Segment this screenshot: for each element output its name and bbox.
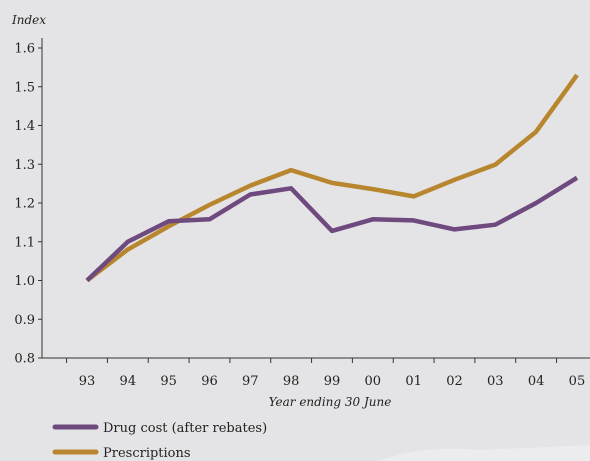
series-line-prescriptions [85, 73, 579, 283]
y-tick-label: 1.6 [14, 42, 35, 57]
y-tick-label: 1.2 [14, 197, 35, 212]
x-tick-label: 02 [446, 374, 463, 389]
x-tick-label: 94 [120, 374, 137, 389]
x-tick-label: 97 [242, 374, 259, 389]
x-tick-label: 99 [324, 374, 341, 389]
y-tick-label: 1.4 [14, 119, 35, 134]
x-tick-label: 93 [79, 374, 96, 389]
x-tick-label: 98 [283, 374, 300, 389]
legend: Drug cost (after rebates) Prescriptions [52, 421, 267, 461]
series-layer [85, 73, 579, 283]
background-decoration [380, 445, 590, 461]
y-tick-label: 1.1 [14, 235, 35, 250]
x-tick-label: 01 [405, 374, 422, 389]
y-tick-label: 1.5 [14, 80, 35, 95]
legend-label: Prescriptions [103, 446, 191, 461]
y-tick-label: 0.8 [14, 352, 35, 367]
y-tick-label: 1.0 [14, 274, 35, 289]
x-tick-label: 95 [160, 374, 177, 389]
legend-label: Drug cost (after rebates) [103, 421, 267, 436]
series-line-drug-cost [85, 175, 579, 283]
x-tick-label: 96 [201, 374, 218, 389]
y-axis-title: Index [11, 13, 46, 27]
y-tick-label: 1.3 [14, 158, 35, 173]
x-tick-label: 04 [528, 374, 545, 389]
x-tick-label: 00 [365, 374, 382, 389]
axes: 0.8 0.9 1.0 1.1 1.2 1.3 1.4 1.5 1.6 93 94 95 96 97 98 9… [14, 38, 590, 389]
x-tick-label: 03 [487, 374, 504, 389]
y-tick-label: 0.9 [14, 313, 35, 328]
decorative-swoosh [380, 445, 590, 461]
x-axis-title: Year ending 30 June [269, 395, 392, 409]
x-tick-label: 05 [569, 374, 586, 389]
